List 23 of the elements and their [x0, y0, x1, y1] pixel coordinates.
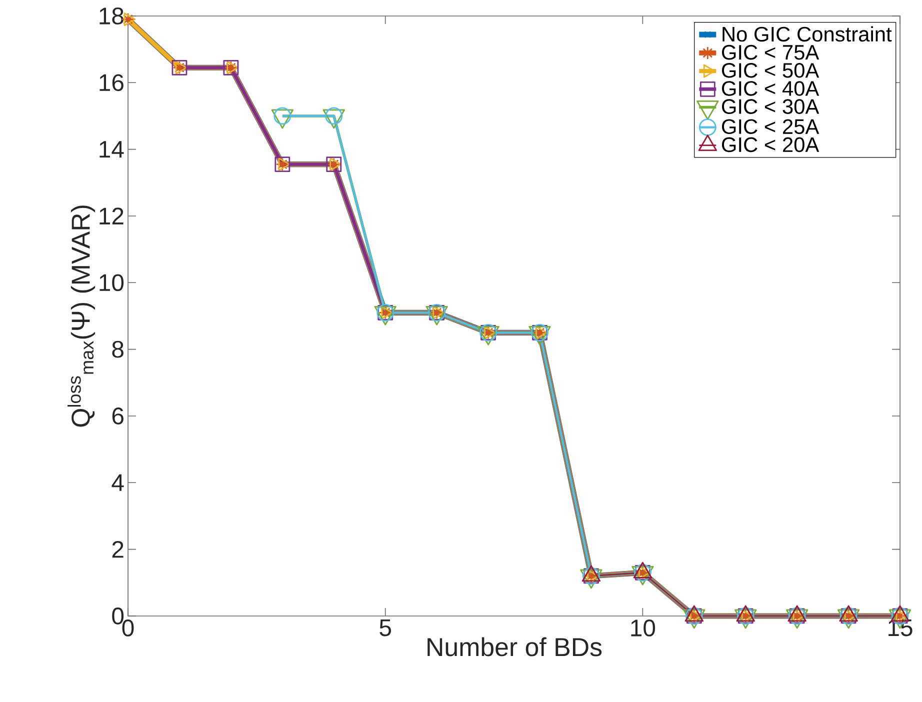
legend-label: GIC < 25A: [722, 119, 820, 134]
legend-label: GIC < 30A: [722, 99, 820, 114]
y-tick-label: 4: [112, 474, 124, 491]
x-tick-label: 10: [631, 620, 656, 636]
point: [274, 107, 292, 125]
y-tick-label: 12: [100, 208, 124, 224]
y-tick-label: 6: [112, 408, 124, 424]
x-axis-title: Number of BDs: [428, 637, 602, 656]
y-axis-title: Q$^{loss}$$_{max}$(Ψ) (MVAR): [68, 206, 96, 427]
legend-label: GIC < 75A: [722, 44, 820, 60]
point: [325, 107, 343, 125]
y-tick-label: 2: [112, 540, 124, 558]
y-tick-label: 0: [112, 608, 124, 624]
legend-label: GIC < 20A: [722, 137, 820, 152]
y-tick-label: 8: [112, 340, 124, 358]
legend-label: GIC < 50A: [722, 63, 820, 78]
x-tick-label: 5: [380, 620, 391, 636]
y-tick-label: 18: [100, 8, 124, 24]
y-tick-label: 10: [100, 274, 124, 292]
legend-label: No GIC Constraint: [722, 26, 892, 42]
y-tick-label: 14: [100, 141, 124, 158]
legend-label: GIC < 40A: [722, 81, 820, 96]
y-tick-label: 16: [100, 74, 124, 92]
